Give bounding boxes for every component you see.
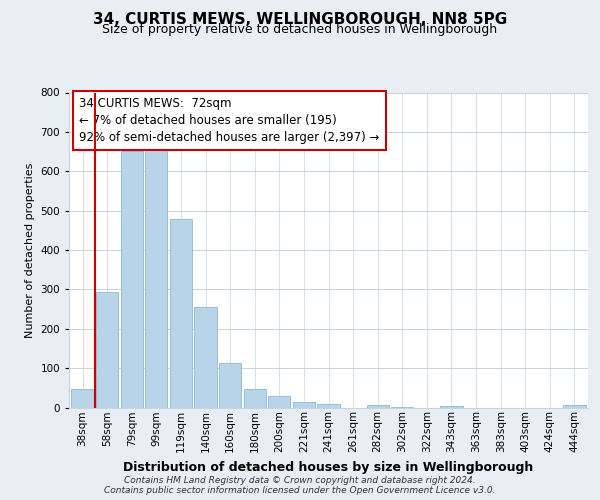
Bar bbox=[391, 406, 413, 408]
Bar bbox=[121, 151, 143, 407]
Bar bbox=[170, 220, 192, 408]
Bar bbox=[244, 388, 266, 407]
X-axis label: Distribution of detached houses by size in Wellingborough: Distribution of detached houses by size … bbox=[124, 460, 533, 473]
Bar bbox=[96, 292, 118, 408]
Text: Size of property relative to detached houses in Wellingborough: Size of property relative to detached ho… bbox=[103, 24, 497, 36]
Bar bbox=[194, 308, 217, 408]
Text: Contains HM Land Registry data © Crown copyright and database right 2024.
Contai: Contains HM Land Registry data © Crown c… bbox=[104, 476, 496, 495]
Text: 34, CURTIS MEWS, WELLINGBOROUGH, NN8 5PG: 34, CURTIS MEWS, WELLINGBOROUGH, NN8 5PG bbox=[93, 12, 507, 28]
Bar bbox=[317, 404, 340, 407]
Bar bbox=[145, 145, 167, 407]
Y-axis label: Number of detached properties: Number of detached properties bbox=[25, 162, 35, 338]
Bar bbox=[367, 404, 389, 407]
Bar bbox=[440, 406, 463, 407]
Bar bbox=[219, 362, 241, 408]
Text: 34 CURTIS MEWS:  72sqm
← 7% of detached houses are smaller (195)
92% of semi-det: 34 CURTIS MEWS: 72sqm ← 7% of detached h… bbox=[79, 97, 380, 144]
Bar bbox=[268, 396, 290, 407]
Bar bbox=[71, 389, 94, 407]
Bar bbox=[563, 404, 586, 407]
Bar bbox=[293, 402, 315, 407]
